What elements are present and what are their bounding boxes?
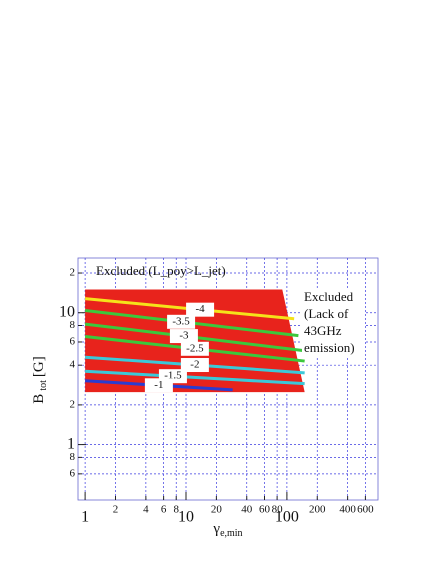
y-tick-label: 2 — [70, 267, 76, 279]
y-tick-label: 6 — [70, 336, 76, 348]
annotation: emission) — [304, 340, 355, 355]
y-tick-label: 2 — [70, 398, 76, 410]
x-label-sub: e,min — [220, 528, 243, 539]
x-tick-label: 4 — [143, 504, 149, 516]
annotation-box — [302, 289, 364, 306]
annotation: Excluded (L_poy>L_jet) — [96, 263, 226, 278]
x-axis-label: γe,min — [212, 521, 242, 539]
x-tick-label: 6 — [161, 504, 167, 516]
x-tick-label: 400 — [339, 504, 356, 516]
contour-label-box — [180, 358, 209, 373]
y-tick-label: 4 — [70, 359, 76, 371]
contour-label-box — [169, 329, 198, 344]
plot-frame — [77, 257, 379, 501]
contour-label: -3 — [179, 330, 189, 342]
y-tick-label: 10 — [59, 303, 75, 320]
annotation-box — [302, 306, 364, 323]
annotation-box — [302, 340, 364, 357]
y-label-main: B — [31, 394, 47, 404]
contour-label-box — [144, 378, 173, 393]
y-tick-label: 8 — [70, 451, 76, 463]
x-tick-label: 1 — [81, 509, 89, 526]
x-tick-label: 2 — [113, 504, 119, 516]
y-tick-label: 8 — [70, 319, 76, 331]
x-tick-label: 60 — [259, 504, 271, 516]
annotation-line: Excluded (L_poy>L_jet) — [96, 263, 226, 278]
annotation: Excluded — [304, 289, 354, 304]
x-tick-label: 200 — [309, 504, 326, 516]
annotation: (Lack of — [304, 306, 349, 321]
contour-label: -3.5 — [172, 315, 190, 327]
x-tick-label: 80 — [272, 504, 284, 516]
contour-label: -2 — [190, 359, 199, 371]
contour-label: -4 — [195, 303, 205, 315]
y-tick-label: 6 — [70, 467, 76, 479]
y-axis-label: Btot [G] — [31, 356, 49, 403]
contour-label-box — [186, 302, 215, 317]
contour-label: -1 — [154, 379, 163, 391]
contour-label: -2.5 — [186, 342, 204, 354]
y-label-sub: tot — [38, 380, 49, 391]
x-tick-label: 20 — [211, 504, 223, 516]
x-label-main: γ — [212, 521, 220, 537]
x-tick-label: 40 — [241, 504, 253, 516]
y-tick-label: 1 — [67, 435, 75, 452]
annotation: 43GHz — [304, 323, 342, 338]
x-tick-label: 10 — [178, 509, 194, 526]
contour-label-box — [167, 314, 196, 329]
contour-line — [85, 369, 305, 386]
annotation-box — [302, 323, 364, 340]
x-tick-label: 8 — [173, 504, 179, 516]
y-label-unit: [G] — [31, 356, 47, 377]
x-tick-label: 100 — [275, 509, 299, 526]
x-tick-label: 600 — [357, 504, 374, 516]
contour-label-box — [180, 341, 209, 356]
